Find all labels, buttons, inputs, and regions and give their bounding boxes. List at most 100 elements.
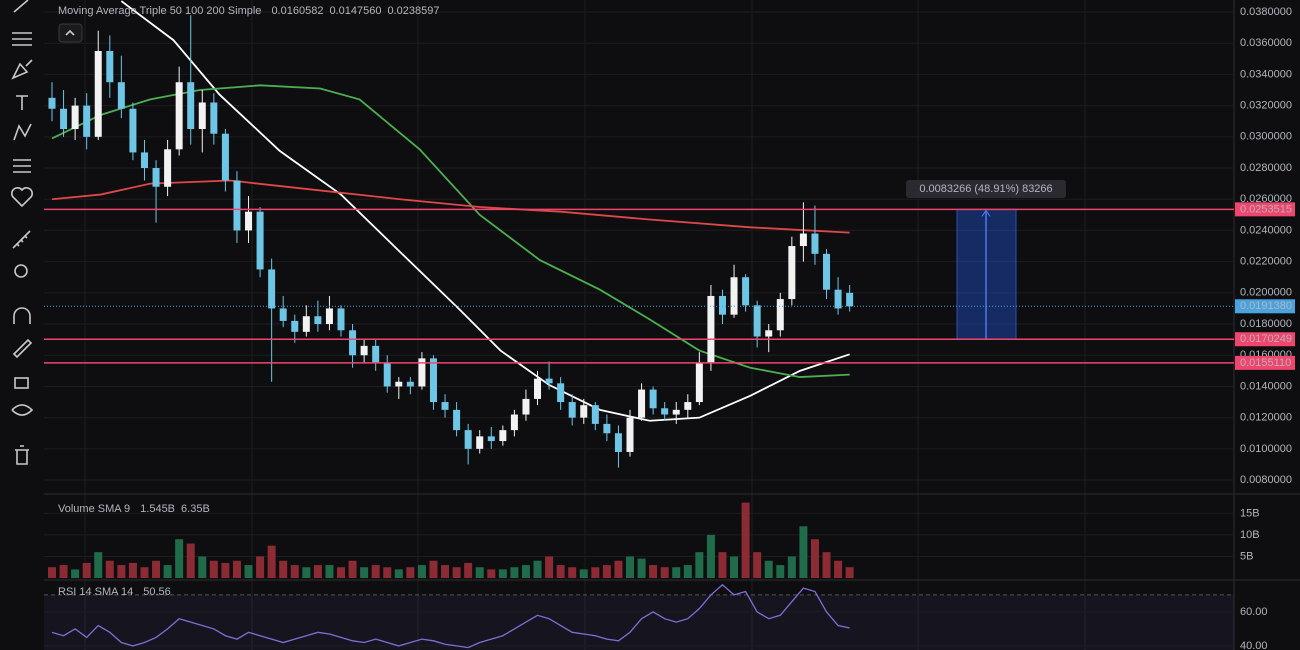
candle-body bbox=[279, 308, 287, 321]
candle-body bbox=[707, 295, 715, 364]
candle-body bbox=[846, 292, 854, 307]
text-tool[interactable] bbox=[16, 95, 28, 110]
candle-body bbox=[175, 82, 183, 150]
volume-bar bbox=[267, 545, 276, 578]
candle-body bbox=[441, 402, 449, 410]
volume-bar bbox=[753, 552, 762, 578]
candle-body bbox=[499, 430, 507, 442]
volume-bar bbox=[313, 565, 322, 578]
y-tick-label: 0.0140000 bbox=[1240, 380, 1292, 392]
candle-body bbox=[429, 358, 437, 403]
lock-tool[interactable] bbox=[14, 377, 29, 389]
candle-body bbox=[406, 381, 414, 387]
y-tick-label: 0.0080000 bbox=[1240, 474, 1292, 486]
volume-bar bbox=[117, 565, 126, 578]
volume-bar bbox=[163, 565, 172, 578]
volume-bar bbox=[556, 565, 565, 578]
level-label: 0.0155110 bbox=[1240, 357, 1291, 369]
candle-body bbox=[776, 299, 784, 331]
candle-body bbox=[649, 389, 657, 409]
volume-bar bbox=[533, 560, 542, 578]
plots: 0.0080000 0.0100000 0.0120000 0.0140000 0.01… bbox=[44, 0, 1295, 650]
candle-body bbox=[106, 51, 114, 83]
candle-body bbox=[221, 133, 229, 181]
level-label: 0.0253515 bbox=[1240, 203, 1292, 215]
visibility-tool[interactable] bbox=[11, 404, 34, 416]
volume-bar bbox=[417, 565, 426, 578]
grid bbox=[84, 0, 1086, 650]
delete-tool[interactable] bbox=[15, 445, 29, 465]
volume-bar bbox=[822, 552, 831, 578]
candle-body bbox=[129, 108, 137, 153]
level-label-bg bbox=[1235, 332, 1295, 347]
volume-bar bbox=[741, 502, 750, 578]
volume-bar bbox=[464, 562, 473, 578]
volume-bar bbox=[637, 558, 646, 578]
candle-body bbox=[349, 330, 357, 356]
volume-bar bbox=[475, 567, 484, 578]
toolbar bbox=[11, 0, 83, 465]
candle-body bbox=[684, 402, 692, 410]
legend-title: Moving Average Triple 50 100 200 Simple bbox=[58, 5, 261, 17]
candle-body bbox=[395, 381, 403, 387]
volume-bar bbox=[94, 552, 103, 578]
candle-body bbox=[337, 308, 345, 331]
candle-body bbox=[823, 253, 831, 290]
trend-line-tool[interactable] bbox=[13, 0, 29, 13]
candle-body bbox=[638, 389, 646, 418]
pattern-tool[interactable] bbox=[13, 123, 32, 141]
volume-bar bbox=[152, 560, 161, 578]
legend-value: 0.0147560 bbox=[329, 5, 381, 17]
brush-tool[interactable] bbox=[11, 59, 33, 80]
legend-title: RSI 14 SMA 14 bbox=[58, 586, 133, 598]
y-tick-label: 60.00 bbox=[1240, 606, 1268, 618]
volume-bar bbox=[441, 565, 450, 578]
candle-body bbox=[591, 405, 599, 424]
volume-bar bbox=[302, 567, 311, 578]
candle-body bbox=[164, 149, 172, 187]
candle-body bbox=[753, 305, 761, 337]
volume-bar bbox=[371, 565, 380, 578]
volume-bar bbox=[614, 560, 623, 578]
candle-body bbox=[614, 433, 622, 452]
y-tick-label: 0.0240000 bbox=[1240, 224, 1292, 236]
candle-body bbox=[545, 378, 553, 384]
volume-bar bbox=[799, 526, 808, 578]
candle-body bbox=[765, 330, 773, 337]
y-tick-label: 0.0260000 bbox=[1240, 193, 1292, 205]
candle-body bbox=[383, 363, 391, 387]
zoom-tool[interactable] bbox=[14, 264, 28, 278]
candle-body bbox=[233, 180, 241, 231]
candle-body bbox=[568, 402, 576, 418]
volume-bar bbox=[394, 569, 403, 578]
volume-bar bbox=[706, 534, 715, 578]
favorite-tool[interactable] bbox=[11, 187, 33, 208]
candle-body bbox=[117, 82, 125, 109]
measure-label: 0.0083266 (48.91%) 83266 bbox=[919, 183, 1052, 195]
legend-value: 50.56 bbox=[143, 586, 171, 598]
volume-bar bbox=[337, 567, 345, 578]
volume-bar bbox=[360, 567, 369, 578]
candle-body bbox=[152, 168, 160, 187]
level-label-bg bbox=[1235, 355, 1295, 370]
volume-bar bbox=[568, 567, 577, 578]
candle-body bbox=[626, 417, 634, 452]
level-label-bg bbox=[1235, 202, 1295, 217]
ruler-tool[interactable] bbox=[12, 230, 31, 249]
collapse-button[interactable] bbox=[58, 23, 83, 43]
candle-body bbox=[799, 233, 807, 247]
lines-tool[interactable] bbox=[12, 32, 32, 46]
volume-bar bbox=[787, 556, 796, 578]
magnet-tool[interactable] bbox=[13, 307, 31, 324]
y-tick-label: 0.0220000 bbox=[1240, 256, 1292, 268]
draw-mode-tool[interactable] bbox=[12, 338, 33, 359]
volume-bar bbox=[487, 569, 496, 578]
candle-body bbox=[453, 409, 461, 431]
forecast-tool[interactable] bbox=[13, 159, 31, 173]
measure-label-bg bbox=[906, 180, 1066, 198]
candle-body bbox=[372, 345, 380, 364]
candle-body bbox=[476, 436, 484, 449]
candle-body bbox=[268, 269, 276, 309]
